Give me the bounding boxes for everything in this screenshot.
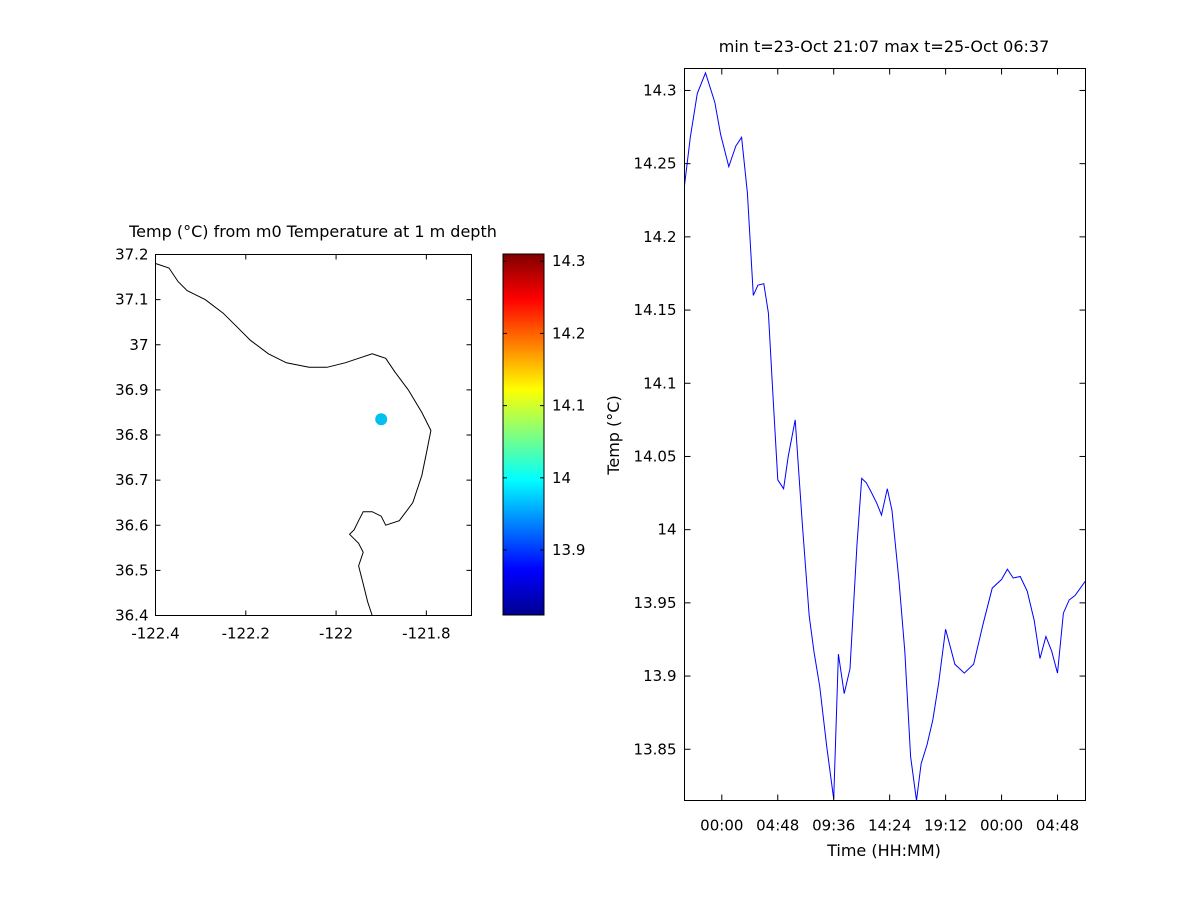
colorbar-tick-label: 13.9 — [552, 541, 585, 559]
ts-x-tick-label: 04:48 — [1036, 817, 1079, 835]
colorbar-tick-label: 14.3 — [552, 252, 585, 270]
map-x-tick-label: -122.2 — [222, 625, 270, 643]
map-y-tick-label: 37.1 — [115, 291, 148, 309]
timeseries-x-label: Time (HH:MM) — [826, 841, 941, 860]
temperature-series-line — [684, 71, 1086, 801]
map-y-tick-label: 36.7 — [115, 471, 148, 489]
timeseries-panel: min t=23-Oct 21:07 max t=25-Oct 06:37 00… — [604, 37, 1086, 860]
map-x-tick-label: -121.8 — [402, 625, 450, 643]
map-y-axis: 36.4 36.5 36.6 36.7 36.8 36.9 37 37.1 37.2 — [115, 246, 472, 625]
ts-y-tick-label: 14.3 — [643, 81, 676, 99]
map-points-layer — [375, 413, 388, 426]
ts-y-tick-label: 13.85 — [634, 740, 677, 758]
ts-x-tick-label: 14:24 — [868, 817, 911, 835]
ts-x-tick-label: 00:00 — [700, 817, 743, 835]
ts-y-tick-label: 13.95 — [634, 594, 677, 612]
timeseries-y-label: Temp (°C) — [604, 395, 623, 475]
timeseries-y-axis: 13.85 13.9 13.95 14 14.05 14.1 14.15 14.2 14.25 1… — [634, 81, 1086, 758]
map-y-tick-label: 36.9 — [115, 381, 148, 399]
map-y-tick-label: 36.4 — [115, 607, 148, 625]
timeseries-x-axis: 00:00 04:48 09:36 14:24 19:12 00:00 04:48 — [700, 68, 1079, 835]
coastline-layer — [155, 263, 432, 616]
ts-y-tick-label: 14.25 — [634, 155, 677, 173]
map-axes-box — [155, 254, 472, 616]
colorbar-tick-label: 14.2 — [552, 324, 585, 342]
ts-y-tick-label: 14.15 — [634, 301, 677, 319]
map-y-tick-label: 36.6 — [115, 516, 148, 534]
ts-x-tick-label: 09:36 — [812, 817, 855, 835]
map-y-tick-label: 37 — [129, 336, 148, 354]
colorbar-ticks: 13.9 14 14.1 14.2 14.3 — [503, 252, 585, 559]
map-x-tick-label: -122 — [319, 625, 353, 643]
colorbar: 13.9 14 14.1 14.2 14.3 — [502, 252, 585, 616]
ts-x-tick-label: 19:12 — [924, 817, 967, 835]
map-y-tick-label: 36.8 — [115, 426, 148, 444]
ts-y-tick-label: 13.9 — [643, 667, 676, 685]
ts-y-tick-label: 14.05 — [634, 447, 677, 465]
ts-x-tick-label: 04:48 — [756, 817, 799, 835]
map-x-axis: -122.4 -122.2 -122 -121.8 — [131, 254, 451, 643]
ts-x-tick-label: 00:00 — [980, 817, 1023, 835]
ts-y-tick-label: 14 — [657, 521, 676, 539]
timeseries-axes-box — [684, 68, 1086, 801]
colorbar-tick-label: 14 — [552, 469, 571, 487]
mooring-point-0 — [375, 413, 388, 426]
ts-y-tick-label: 14.2 — [643, 228, 676, 246]
map-y-tick-label: 36.5 — [115, 561, 148, 579]
map-y-tick-label: 37.2 — [115, 246, 148, 264]
ts-y-tick-label: 14.1 — [643, 374, 676, 392]
map-title: Temp (°C) from m0 Temperature at 1 m dep… — [128, 222, 497, 241]
colorbar-gradient — [502, 253, 545, 616]
timeseries-title: min t=23-Oct 21:07 max t=25-Oct 06:37 — [719, 37, 1050, 56]
colorbar-tick-label: 14.1 — [552, 397, 585, 415]
coastline — [155, 263, 432, 616]
map-panel: Temp (°C) from m0 Temperature at 1 m dep… — [115, 222, 497, 643]
map-x-tick-label: -122.4 — [131, 625, 179, 643]
